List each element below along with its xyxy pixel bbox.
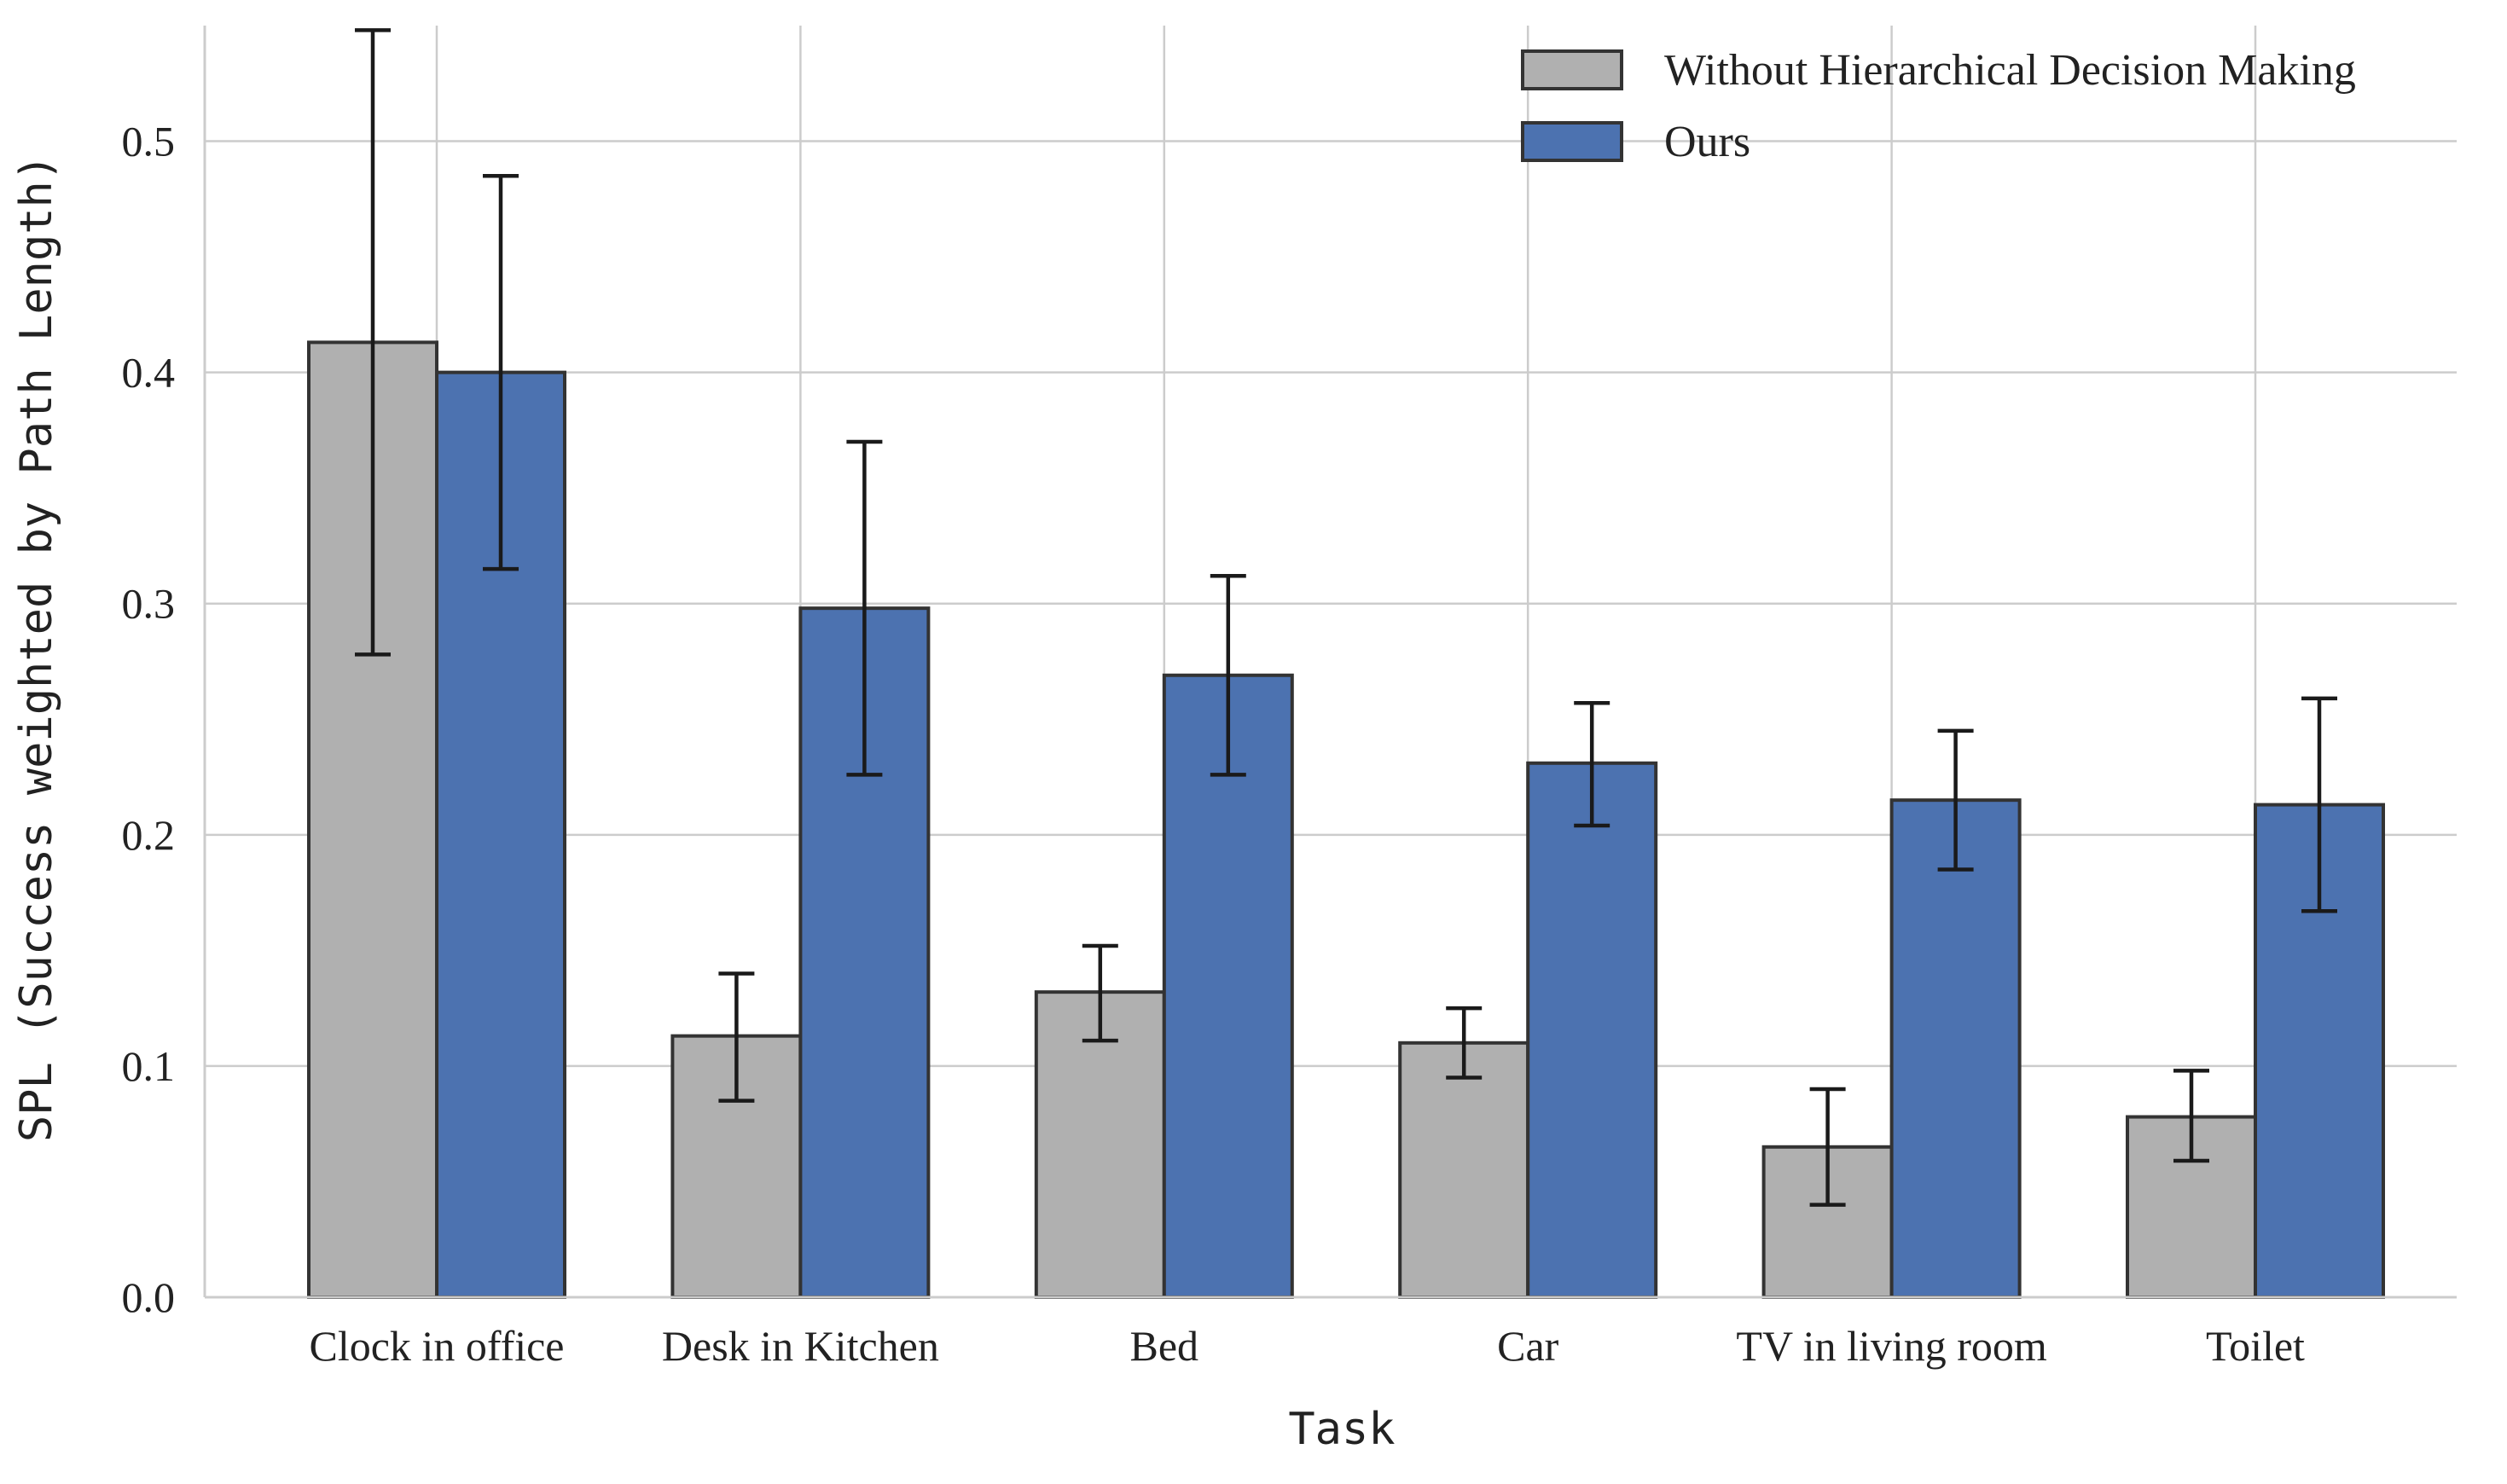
bar bbox=[1162, 673, 1294, 1299]
x-tick-label: Toilet bbox=[2206, 1322, 2305, 1370]
y-tick-label: 0.5 bbox=[122, 118, 176, 165]
x-axis-title: Task bbox=[1288, 1404, 1395, 1455]
bar bbox=[1398, 1041, 1530, 1300]
error-bar bbox=[1937, 728, 1974, 872]
y-tick-label: 0.3 bbox=[122, 580, 176, 628]
error-bar bbox=[1446, 1006, 1483, 1080]
error-bar bbox=[846, 439, 883, 777]
y-axis-title: SPL (Success weighted by Path Length) bbox=[11, 154, 62, 1142]
x-tick-label: Desk in Kitchen bbox=[662, 1322, 939, 1370]
legend-item: Ours bbox=[1521, 118, 1750, 166]
error-bar bbox=[483, 173, 519, 571]
error-bar bbox=[1210, 573, 1246, 777]
axes bbox=[203, 26, 2457, 1299]
error-bar bbox=[1809, 1087, 1846, 1207]
legend: Without Hierarchical Decision Making Ours bbox=[1521, 46, 2356, 166]
error-bar bbox=[1082, 943, 1118, 1043]
bar bbox=[1526, 761, 1658, 1299]
x-tick-label: Clock in office bbox=[310, 1322, 565, 1370]
x-tick-label: TV in living room bbox=[1736, 1322, 2046, 1370]
legend-label: Ours bbox=[1664, 118, 1750, 166]
legend-label: Without Hierarchical Decision Making bbox=[1664, 46, 2356, 95]
error-bar bbox=[1574, 701, 1610, 828]
y-tick-label: 0.4 bbox=[122, 349, 176, 397]
x-tick-label: Bed bbox=[1130, 1322, 1199, 1370]
bars bbox=[307, 28, 2385, 1300]
bar bbox=[1889, 798, 2022, 1299]
y-tick-label: 0.2 bbox=[122, 811, 176, 859]
error-bar bbox=[355, 28, 391, 657]
error-bar bbox=[718, 971, 755, 1103]
tick-labels: 0.0 0.1 0.2 0.3 0.4 0.5 Clock in office Desk in… bbox=[122, 118, 2306, 1370]
legend-swatch bbox=[1521, 121, 1623, 162]
error-bar bbox=[2173, 1069, 2209, 1163]
y-tick-label: 0.0 bbox=[122, 1273, 176, 1321]
legend-item: Without Hierarchical Decision Making bbox=[1521, 46, 2356, 95]
y-tick-label: 0.1 bbox=[122, 1042, 176, 1090]
legend-swatch bbox=[1521, 49, 1623, 90]
error-bar bbox=[2301, 696, 2337, 913]
x-tick-label: Car bbox=[1497, 1322, 1559, 1370]
